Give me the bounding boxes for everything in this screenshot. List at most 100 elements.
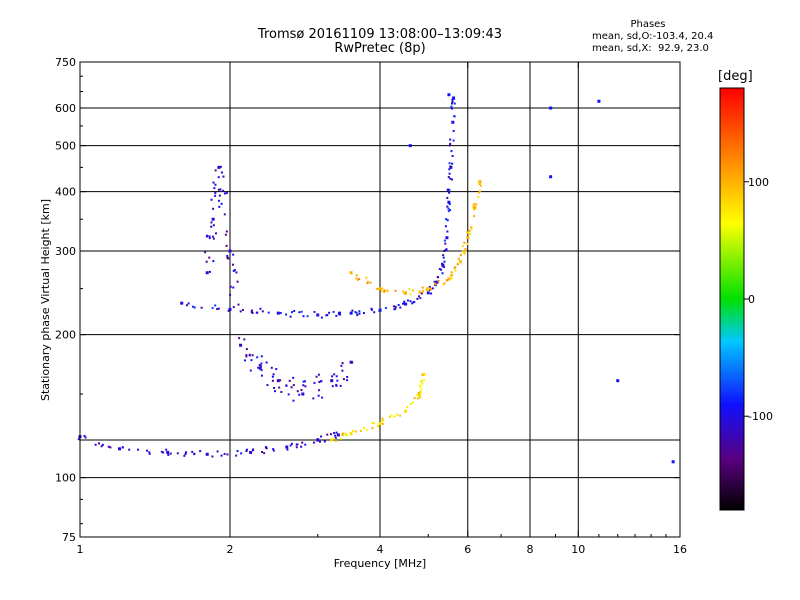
- data-point: [416, 297, 419, 300]
- data-point: [272, 449, 275, 452]
- colorbar: [719, 87, 745, 511]
- data-point: [393, 415, 396, 418]
- data-point: [371, 421, 374, 424]
- data-point: [208, 270, 211, 273]
- data-point: [453, 102, 456, 105]
- data-point: [97, 442, 100, 445]
- data-point: [166, 450, 170, 454]
- data-point: [360, 430, 363, 433]
- data-point: [358, 310, 361, 313]
- data-point: [331, 385, 334, 388]
- data-point: [397, 303, 400, 306]
- data-point: [438, 268, 441, 271]
- data-point: [403, 300, 406, 303]
- data-point: [223, 192, 226, 195]
- data-point: [260, 362, 263, 365]
- data-point: [180, 301, 184, 305]
- data-point: [436, 276, 439, 279]
- y-tick-label: 300: [55, 245, 76, 258]
- data-point: [137, 448, 140, 451]
- grid-lines: [80, 62, 680, 537]
- data-point: [418, 384, 421, 387]
- data-point: [464, 249, 467, 252]
- data-point: [296, 443, 299, 446]
- data-point: [430, 288, 433, 291]
- data-point: [451, 100, 454, 103]
- data-point: [223, 213, 226, 216]
- data-point: [417, 392, 421, 396]
- data-point: [447, 277, 451, 281]
- data-point: [267, 311, 270, 314]
- data-point: [355, 277, 358, 280]
- legend-title: Phases: [630, 19, 666, 30]
- data-point: [148, 451, 151, 454]
- data-point: [211, 235, 214, 238]
- data-point: [301, 392, 305, 396]
- data-point: [317, 373, 320, 376]
- data-point: [370, 307, 373, 310]
- data-point: [443, 250, 446, 253]
- data-point: [449, 138, 452, 141]
- data-point: [229, 293, 232, 296]
- data-point: [290, 386, 293, 389]
- data-point: [454, 269, 457, 272]
- data-point: [312, 397, 315, 400]
- data-point: [250, 359, 253, 362]
- data-point: [345, 434, 348, 437]
- data-point: [451, 98, 454, 101]
- data-point: [239, 310, 242, 313]
- x-tick-label: 8: [527, 543, 534, 556]
- data-point: [443, 260, 446, 263]
- data-point: [208, 235, 211, 238]
- data-point: [428, 286, 431, 289]
- data-point: [292, 376, 295, 379]
- data-point: [418, 290, 421, 293]
- data-point: [409, 293, 412, 296]
- data-point: [275, 368, 278, 371]
- data-point: [225, 244, 228, 247]
- axis-ticks: 1 2 4 6 8 10 16 75 100 200 300 400 500 600 750: [55, 56, 687, 556]
- data-point: [109, 446, 112, 449]
- data-point: [223, 452, 226, 455]
- data-point: [245, 355, 248, 358]
- x-tick-label: 10: [571, 543, 585, 556]
- data-point: [320, 380, 323, 383]
- data-point: [231, 263, 234, 266]
- data-point: [430, 292, 433, 295]
- data-point: [381, 417, 384, 420]
- data-point: [212, 181, 215, 184]
- data-point: [295, 446, 298, 449]
- data-point: [261, 310, 264, 313]
- data-point: [210, 198, 213, 201]
- data-point: [447, 176, 450, 179]
- data-point: [442, 265, 445, 268]
- y-tick-label: 750: [55, 56, 76, 69]
- data-point: [233, 269, 236, 272]
- data-point: [456, 263, 459, 266]
- data-point: [211, 307, 214, 310]
- data-point: [444, 242, 447, 245]
- data-point: [226, 254, 229, 257]
- data-point: [477, 196, 480, 199]
- data-point: [441, 262, 444, 265]
- data-point: [250, 309, 253, 312]
- data-point: [470, 227, 473, 230]
- data-point: [329, 433, 332, 436]
- data-point: [220, 171, 223, 174]
- chart-subtitle: RwPretec (8p): [334, 41, 426, 56]
- data-point: [219, 188, 222, 191]
- data-point: [464, 248, 467, 251]
- data-point: [478, 180, 482, 184]
- data-point: [258, 364, 261, 367]
- data-point: [377, 425, 380, 428]
- data-point: [276, 311, 280, 315]
- data-point: [193, 453, 196, 456]
- data-point: [338, 313, 341, 316]
- data-point: [210, 221, 213, 224]
- data-point: [383, 290, 386, 293]
- data-point: [349, 271, 353, 275]
- data-point: [349, 311, 353, 315]
- data-point: [342, 378, 345, 381]
- data-point: [193, 306, 196, 309]
- legend-o-stats: mean, sd,O:-103.4, 20.4: [592, 31, 714, 42]
